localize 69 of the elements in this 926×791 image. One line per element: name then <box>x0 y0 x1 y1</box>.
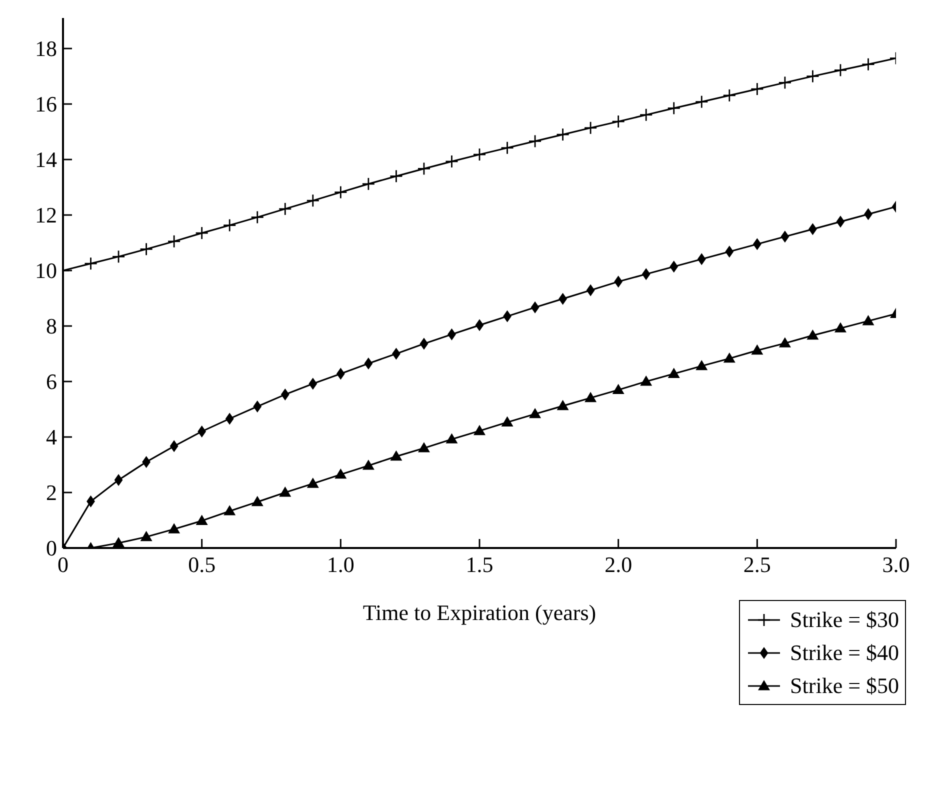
x-tick-label: 1.0 <box>326 552 354 577</box>
point <box>862 315 874 326</box>
y-tick-label: 6 <box>46 369 57 394</box>
point <box>475 319 484 332</box>
point <box>140 530 152 542</box>
legend-label: Strike = $50 <box>790 672 899 700</box>
point <box>114 474 123 486</box>
x-axis-title: Time to Expiration (years) <box>362 600 596 625</box>
point <box>586 284 595 296</box>
x-tick-label: 2.5 <box>743 552 771 577</box>
point <box>446 433 458 444</box>
x-tick-label: 2.0 <box>604 552 632 577</box>
point <box>168 523 180 534</box>
point <box>501 416 514 426</box>
y-tick-label: 4 <box>46 424 57 450</box>
y-tick-label: 12 <box>35 202 57 228</box>
point <box>751 344 764 355</box>
point <box>725 246 734 258</box>
point <box>668 368 680 378</box>
y-tick-label: 2 <box>46 480 57 506</box>
y-tick-label: 0 <box>46 536 57 561</box>
x-tick-label: 0.5 <box>188 552 216 577</box>
point <box>306 478 319 488</box>
point <box>752 238 762 250</box>
point <box>640 376 652 386</box>
point <box>224 505 236 516</box>
point <box>198 425 206 438</box>
point <box>170 440 178 452</box>
legend-label: Strike = $40 <box>790 639 899 667</box>
point <box>778 337 791 348</box>
point <box>418 442 430 452</box>
point <box>334 468 347 479</box>
point <box>806 329 819 340</box>
point <box>836 216 845 228</box>
point <box>196 514 208 526</box>
point <box>834 322 846 332</box>
point <box>362 460 374 470</box>
point <box>584 392 597 402</box>
point <box>780 230 790 243</box>
y-tick-label: 16 <box>35 92 57 117</box>
point <box>614 276 623 288</box>
point <box>364 357 373 370</box>
y-tick-label: 8 <box>46 314 57 339</box>
point <box>529 408 542 418</box>
point <box>420 338 428 350</box>
point <box>696 360 708 370</box>
y-tick-label: 18 <box>35 36 57 62</box>
point <box>225 412 234 425</box>
point <box>612 384 624 394</box>
point <box>697 253 706 266</box>
point <box>308 378 318 390</box>
point <box>670 260 678 273</box>
point <box>279 486 292 497</box>
point <box>280 388 290 401</box>
point <box>251 496 264 506</box>
legend-label: Strike = $30 <box>790 606 899 634</box>
point <box>474 424 486 436</box>
y-tick-label: 14 <box>35 147 57 172</box>
point <box>642 268 650 280</box>
point <box>336 368 345 380</box>
point <box>530 301 540 314</box>
y-tick-label: 10 <box>35 258 57 284</box>
point <box>112 537 125 548</box>
x-tick-label: 3.0 <box>882 552 910 577</box>
point <box>556 400 569 410</box>
point <box>723 352 736 363</box>
x-tick-label: 1.5 <box>466 552 494 577</box>
point <box>390 450 402 461</box>
point <box>253 400 262 412</box>
